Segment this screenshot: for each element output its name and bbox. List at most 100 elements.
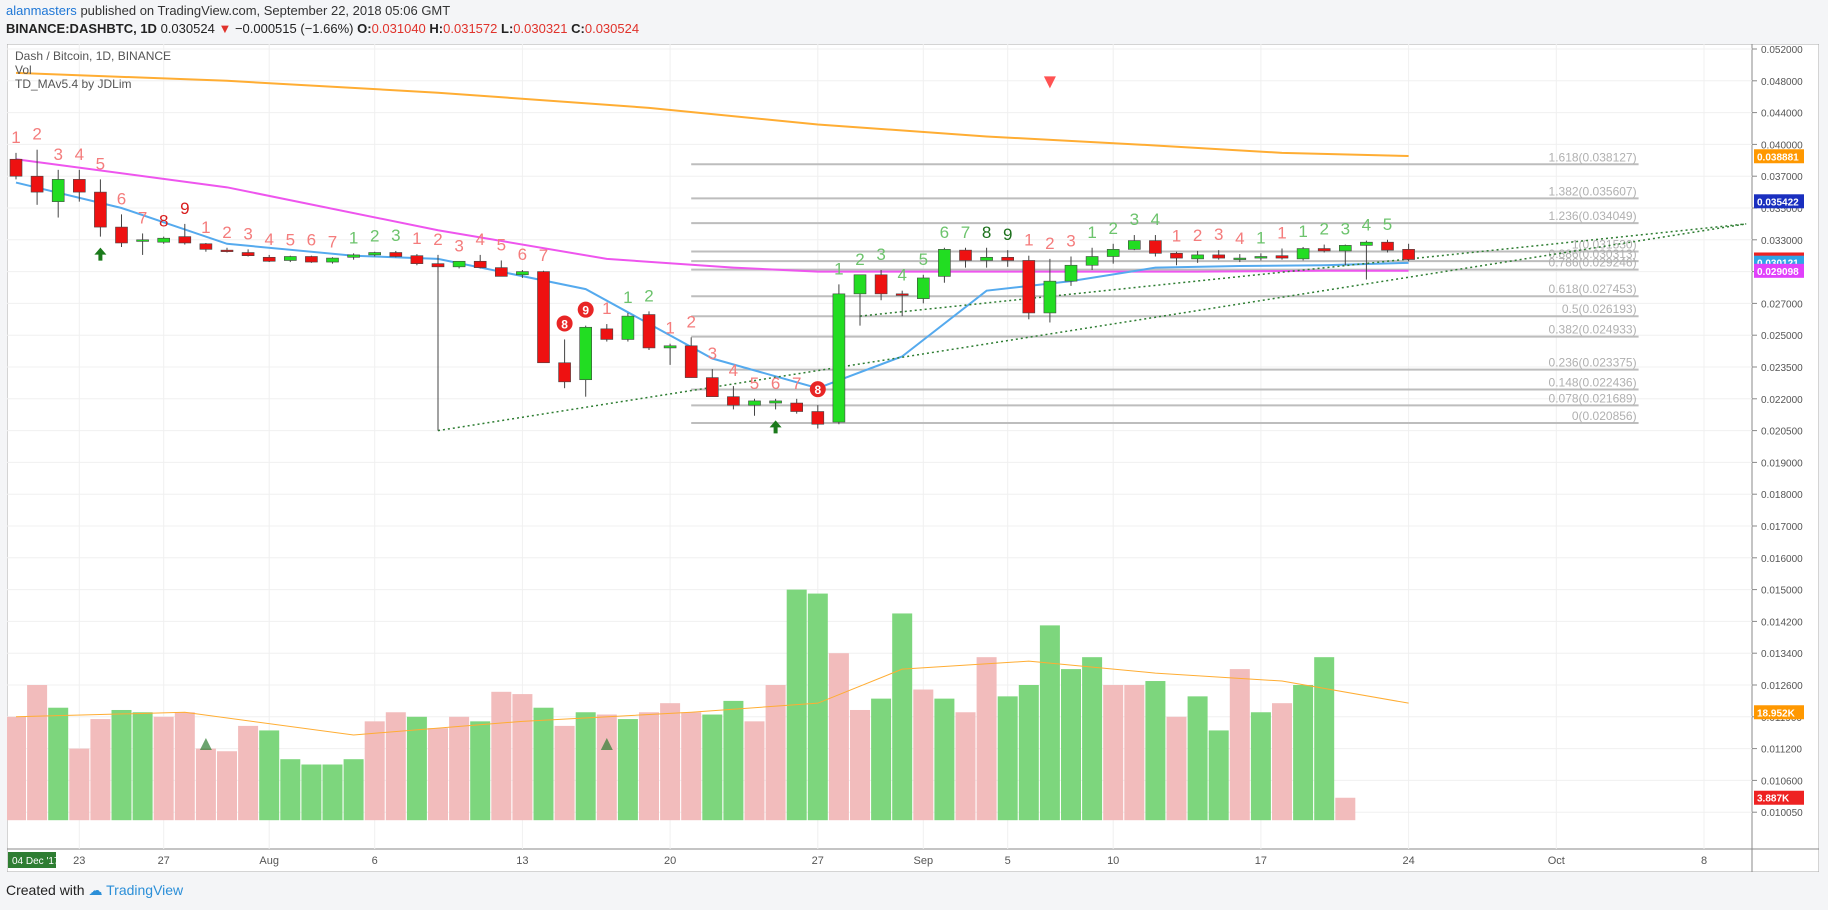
td-count-label: 1 xyxy=(1087,223,1096,242)
high-value: 0.031572 xyxy=(443,21,498,36)
candle-body xyxy=(220,249,234,252)
legend-volume[interactable]: Vol xyxy=(15,63,32,77)
time-tick-label: 8 xyxy=(1701,855,1707,867)
volume-bar xyxy=(997,696,1018,821)
volume-bar xyxy=(428,728,448,821)
td-count-label: 1 xyxy=(1277,224,1286,243)
td-count-label: 2 xyxy=(1045,234,1054,253)
volume-bar xyxy=(533,707,554,821)
candle-body xyxy=(1317,248,1331,252)
fib-level-label: 0(0.020856) xyxy=(1572,409,1637,423)
volume-bar xyxy=(406,716,427,821)
price-tick-label: 0.052000 xyxy=(1761,45,1803,56)
price-chart[interactable]: 1.618(0.038127) 1.382(0.035607) 1.236(0.03… xyxy=(7,44,1819,872)
td-count-label: 4 xyxy=(1235,229,1244,248)
td-bubble xyxy=(556,315,573,332)
volume-bar xyxy=(976,657,997,821)
volume-bar xyxy=(702,714,723,821)
time-axis[interactable]: 04 Dec '17 23 27 Aug 6 13 20 27 Sep 5 10 17 24 Oct 8 xyxy=(8,852,1707,868)
td-count-label: 1 xyxy=(349,228,358,247)
price-tick-label: 0.027000 xyxy=(1761,299,1803,310)
candle-body xyxy=(1360,241,1373,246)
volume-bar xyxy=(343,759,364,821)
volume-bar xyxy=(449,716,470,821)
volume-bar xyxy=(1166,716,1187,821)
candle-body xyxy=(199,243,213,250)
candle-body xyxy=(410,255,424,264)
candle-body xyxy=(157,237,170,243)
candle-body xyxy=(1170,253,1183,259)
td-count-label: 4 xyxy=(75,145,84,164)
candle-body xyxy=(136,239,149,242)
time-tick-label: 13 xyxy=(516,855,528,867)
candle-body xyxy=(115,226,128,244)
candle-body xyxy=(895,293,909,296)
candle-body xyxy=(874,274,888,295)
td-count-label: 4 xyxy=(475,230,484,249)
volume-bar xyxy=(1061,669,1081,821)
td-count-label: 3 xyxy=(391,226,400,245)
volume-bar xyxy=(1293,685,1314,821)
price-tick-label: 0.033000 xyxy=(1761,236,1803,247)
candle-body xyxy=(1212,254,1225,259)
down-triangle-icon: ▼ xyxy=(218,21,232,36)
td-count-label: 8 xyxy=(561,317,568,331)
volume-bar xyxy=(174,712,195,821)
td-count-label: 3 xyxy=(1214,225,1223,244)
volume-bar xyxy=(385,712,406,821)
volume-bar xyxy=(1124,685,1145,821)
candle-body xyxy=(705,377,719,397)
candle-body xyxy=(1339,245,1352,252)
td-count-label: 3 xyxy=(876,245,885,264)
trend-line xyxy=(437,223,1747,432)
price-tick-label: 0.016000 xyxy=(1761,554,1803,565)
price-tags: 0.0388810.0354220.0305240.0301210.029098… xyxy=(1754,149,1804,805)
time-tick-label: 24 xyxy=(1402,855,1414,867)
volume-bar xyxy=(1250,712,1271,821)
tradingview-link[interactable]: TradingView xyxy=(106,882,184,898)
candle-body xyxy=(811,411,825,425)
td-count-label: 8 xyxy=(982,223,991,242)
volume-bar xyxy=(1187,696,1208,821)
candle-body xyxy=(347,254,360,258)
low-value: 0.030321 xyxy=(513,21,568,36)
td-count-label: 6 xyxy=(117,189,126,208)
volume-bar xyxy=(934,698,955,821)
volume-bar xyxy=(1229,669,1250,821)
td-count-label: 3 xyxy=(53,145,62,164)
volume-bar xyxy=(828,653,849,821)
up-arrow-icon xyxy=(769,420,782,434)
volume-bar xyxy=(491,691,512,821)
candle-body xyxy=(1001,256,1015,261)
candle-body xyxy=(663,345,677,349)
volume-bar xyxy=(27,685,48,821)
legend-symbol[interactable]: Dash / Bitcoin, 1D, BINANCE xyxy=(15,49,171,63)
candle-body xyxy=(431,263,445,268)
candle-body xyxy=(1064,264,1078,282)
author-link[interactable]: alanmasters xyxy=(6,3,77,18)
candle-body xyxy=(1085,256,1099,266)
candle-body xyxy=(326,257,339,263)
volume-bar xyxy=(512,694,533,821)
candle-body xyxy=(748,400,761,406)
price-tick-label: 0.010600 xyxy=(1761,776,1803,787)
candle-body xyxy=(1275,255,1289,259)
price-tick-label: 0.011200 xyxy=(1761,745,1802,756)
candle-body xyxy=(1022,260,1036,314)
candle-body xyxy=(262,256,276,262)
price-axis[interactable]: 0.052000 0.048000 0.044000 0.040000 0.037000… xyxy=(1752,45,1803,819)
candle-body xyxy=(305,256,318,263)
price-tick-label: 0.014200 xyxy=(1761,617,1803,628)
td-count-label: 2 xyxy=(644,286,653,305)
td-count-label: 1 xyxy=(1024,231,1033,250)
volume-bar xyxy=(744,721,765,821)
time-tick-label: Aug xyxy=(259,855,279,867)
td-count-label: 9 xyxy=(1003,225,1012,244)
fib-retracement[interactable]: 1.618(0.038127) 1.382(0.035607) 1.236(0.03… xyxy=(691,150,1639,425)
legend-indicator[interactable]: TD_MAv5.4 by JDLim xyxy=(15,77,131,91)
td-count-label: 7 xyxy=(328,232,337,251)
volume-bar xyxy=(850,709,870,821)
td-count-label: 4 xyxy=(1362,216,1371,235)
price-tag-box xyxy=(1754,194,1804,209)
price-tick-label: 0.044000 xyxy=(1761,109,1803,120)
